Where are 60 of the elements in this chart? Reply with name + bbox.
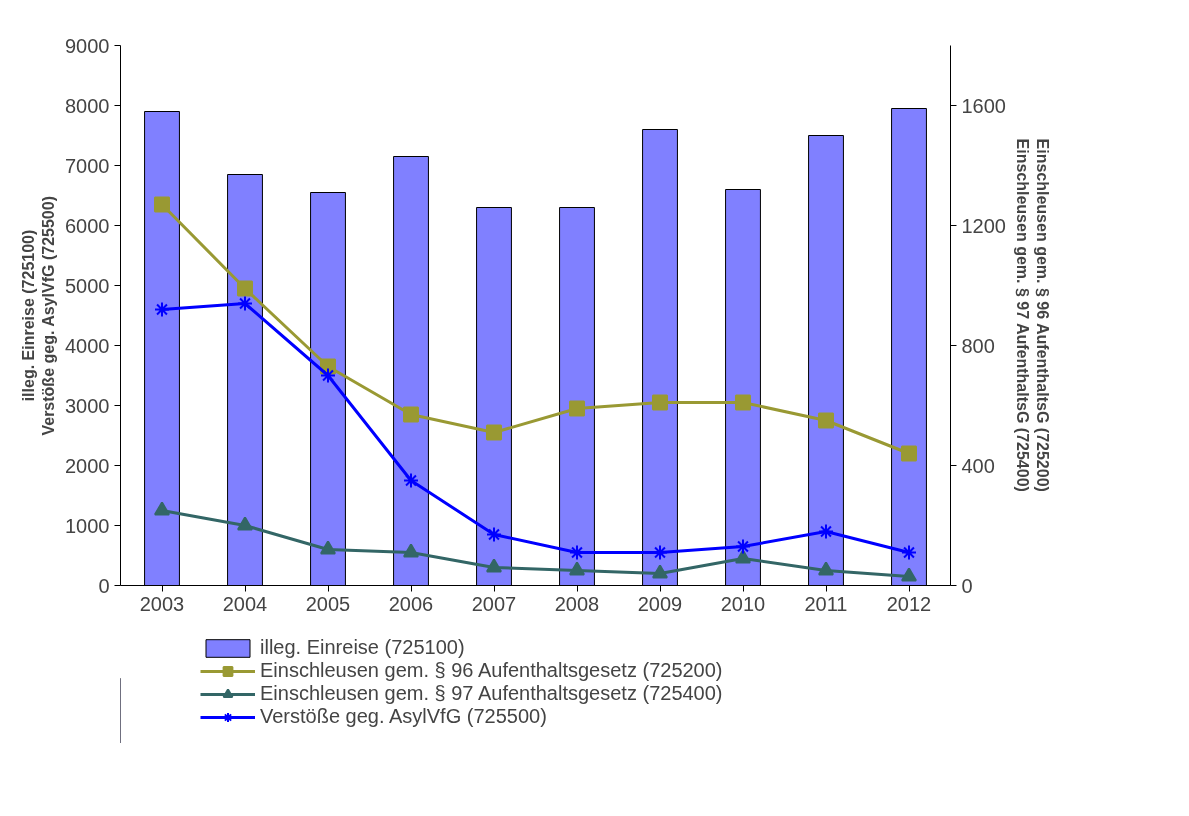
- point: [154, 501, 170, 516]
- y2-tick-label: 1600: [961, 94, 1006, 117]
- point: [735, 394, 751, 411]
- x-tick-label: 2011: [804, 592, 848, 615]
- y2-tick-label: 1200: [961, 214, 1006, 237]
- x-tick-label: 2006: [388, 592, 434, 615]
- point: [320, 540, 336, 555]
- y2-axis-title: Einschleusen gem. § 96 AufenthaltsG (725200) Einschleusen gem. § 97 AufenthaltsG (725400): [1013, 138, 1052, 492]
- point: [735, 538, 751, 555]
- y-tick-label: 0: [98, 574, 110, 597]
- point: [403, 543, 419, 558]
- y-tick-label: 6000: [65, 214, 110, 237]
- point: [237, 295, 253, 312]
- y-tick-label: 7000: [65, 154, 110, 177]
- point: [486, 526, 502, 543]
- point: [237, 516, 253, 531]
- y-axis-title: illeg. Einreise (725100) Verstöße geg. AsylVfG (725500): [19, 196, 58, 436]
- point: [901, 567, 917, 582]
- point: [735, 549, 751, 564]
- x-tick-label: 2007: [471, 592, 517, 615]
- point: [237, 280, 253, 297]
- legend-label: illeg. Einreise (725100): [260, 636, 465, 659]
- point: [818, 523, 834, 540]
- point: [901, 445, 917, 462]
- y-tick-label: 8000: [65, 94, 110, 117]
- x-tick-label: 2003: [139, 592, 185, 615]
- legend-label: Einschleusen gem. § 97 Aufenthaltsgesetz (725400): [260, 682, 723, 705]
- point: [652, 564, 668, 579]
- point: [652, 394, 668, 411]
- y-tick-label: 3000: [65, 394, 110, 417]
- point: [569, 561, 585, 576]
- point: [486, 558, 502, 573]
- x-tick-label: 2012: [886, 592, 932, 615]
- y2-tick-label: 800: [961, 334, 995, 357]
- y-tick-label: 5000: [65, 274, 110, 297]
- point: [569, 544, 585, 561]
- point: [818, 412, 834, 429]
- x-tick-label: 2004: [222, 592, 268, 615]
- point: [818, 561, 834, 576]
- y-tick-label: 4000: [65, 334, 110, 357]
- legend-label: Einschleusen gem. § 96 Aufenthaltsgesetz (725200): [260, 659, 723, 682]
- x-tick-label: 2010: [720, 592, 766, 615]
- x-tick-label: 2009: [637, 592, 683, 615]
- x-tick-label: 2008: [554, 592, 600, 615]
- point: [569, 400, 585, 417]
- point: [486, 424, 502, 441]
- legend-label: Verstöße geg. AsylVfG (725500): [260, 705, 547, 728]
- y2-tick-label: 0: [961, 574, 973, 597]
- point: [901, 544, 917, 561]
- point: [403, 406, 419, 423]
- point: [154, 301, 170, 318]
- y-tick-label: 2000: [65, 454, 110, 477]
- y-tick-label: 1000: [65, 514, 110, 537]
- y2-tick-label: 400: [961, 454, 995, 477]
- point: [652, 544, 668, 561]
- point: [320, 367, 336, 384]
- point: [403, 472, 419, 489]
- y-tick-label: 9000: [65, 34, 110, 57]
- point: [154, 196, 170, 213]
- x-tick-label: 2005: [305, 592, 351, 615]
